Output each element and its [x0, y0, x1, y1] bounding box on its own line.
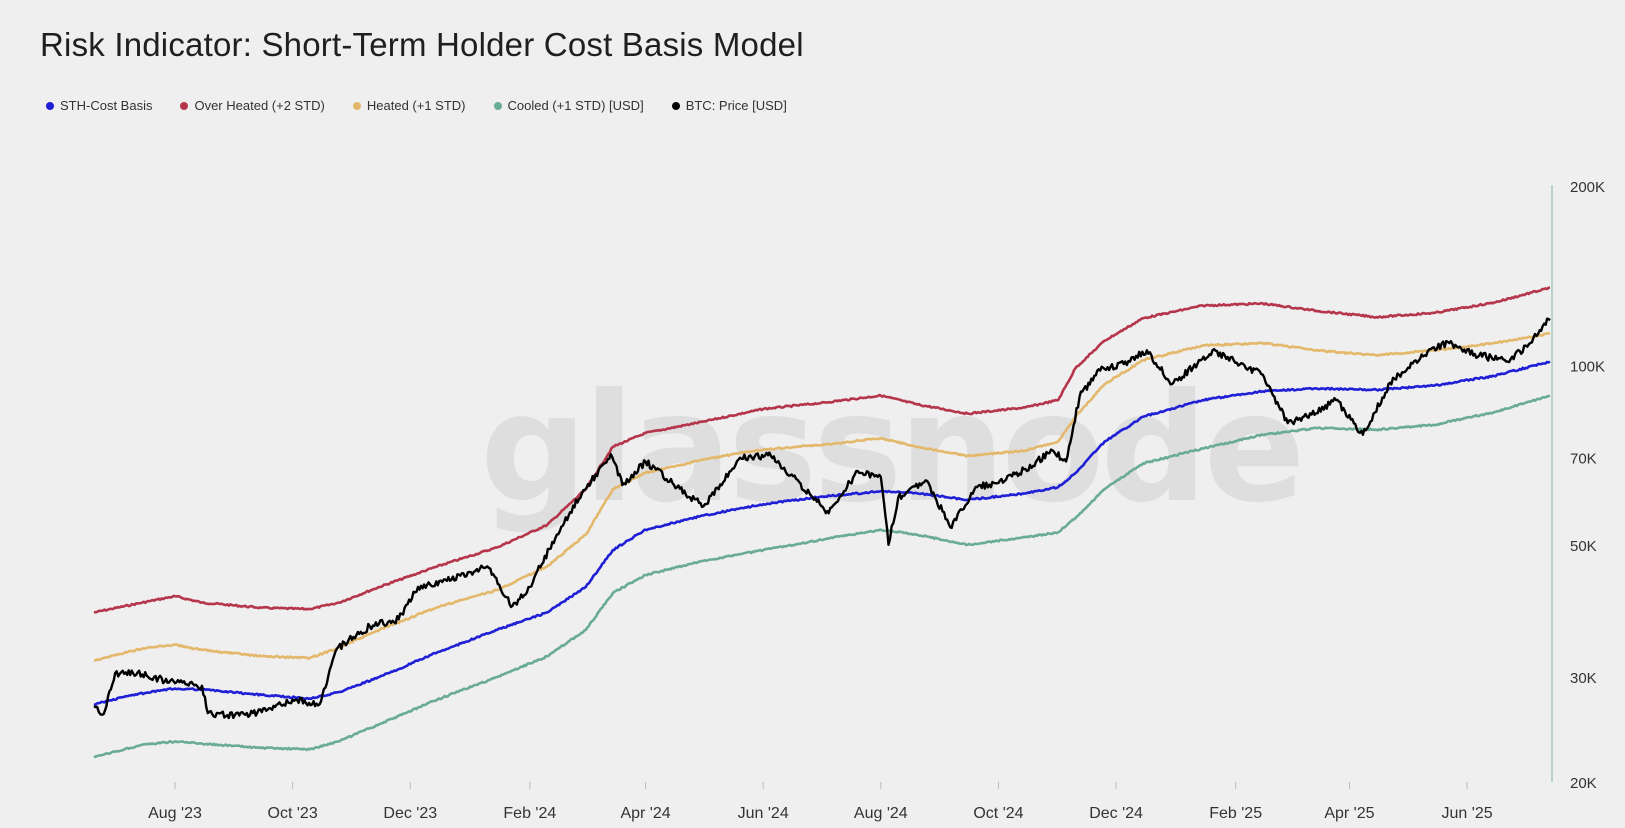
- x-tick-label: Apr '24: [620, 805, 670, 822]
- x-tick-label: Dec '23: [383, 805, 437, 822]
- series-line-over-heated-2-std[interactable]: [93, 286, 1551, 614]
- legend-dot-icon: [493, 101, 502, 110]
- legend-label: Heated (+1 STD): [366, 98, 466, 113]
- y-tick-label: 200K: [1570, 179, 1605, 196]
- legend-dot-icon: [46, 101, 54, 110]
- x-tick-label: Oct '23: [268, 805, 318, 822]
- x-tick-label: Dec '24: [1089, 805, 1143, 822]
- x-axis: Aug '23 Oct '23 Dec '23 Feb '24 Apr '24 Jun '…: [148, 782, 1493, 822]
- y-tick-label: 100K: [1570, 358, 1605, 375]
- x-tick-label: Aug '23: [148, 805, 202, 822]
- series-line-btc-price-usd[interactable]: [93, 317, 1551, 720]
- series-line-sth-cost-basis[interactable]: [93, 360, 1551, 706]
- legend-dot-icon: [180, 101, 189, 110]
- y-tick-label: 50K: [1570, 538, 1597, 555]
- y-tick-label: 30K: [1570, 670, 1597, 687]
- legend-label: STH-Cost Basis: [60, 98, 153, 113]
- x-tick-label: Oct '24: [973, 805, 1023, 822]
- x-tick-label: Jun '24: [738, 805, 789, 822]
- legend-item-over-heated[interactable]: Over Heated (+2 STD): [180, 98, 325, 113]
- series-line-cooled-1-std-usd[interactable]: [93, 394, 1551, 759]
- x-tick-label: Jun '25: [1442, 805, 1493, 822]
- x-tick-label: Feb '25: [1209, 805, 1262, 822]
- x-tick-label: Aug '24: [854, 805, 908, 822]
- legend-item-sth-cost-basis[interactable]: STH-Cost Basis: [46, 98, 152, 113]
- legend-dot-icon: [671, 101, 680, 110]
- series-layer: [93, 286, 1551, 759]
- legend-item-cooled[interactable]: Cooled (+1 STD) [USD]: [493, 98, 644, 113]
- x-tick-label: Feb '24: [503, 805, 556, 822]
- legend-item-heated[interactable]: Heated (+1 STD): [352, 98, 466, 113]
- legend-dot-icon: [352, 101, 361, 110]
- y-axis: 20K 30K 50K 70K 100K 200K: [1570, 179, 1605, 792]
- chart-title: Risk Indicator: Short-Term Holder Cost B…: [40, 26, 804, 63]
- y-tick-label: 20K: [1570, 775, 1597, 792]
- legend-label: Cooled (+1 STD) [USD]: [507, 98, 644, 113]
- legend-label: Over Heated (+2 STD): [194, 98, 325, 113]
- legend-label: BTC: Price [USD]: [685, 98, 787, 113]
- y-tick-label: 70K: [1570, 451, 1597, 468]
- watermark-logo: glassnode: [480, 362, 1302, 536]
- legend-item-btc-price[interactable]: BTC: Price [USD]: [671, 98, 787, 113]
- x-tick-label: Apr '25: [1324, 805, 1374, 822]
- legend: STH-Cost Basis Over Heated (+2 STD) Heat…: [46, 98, 787, 113]
